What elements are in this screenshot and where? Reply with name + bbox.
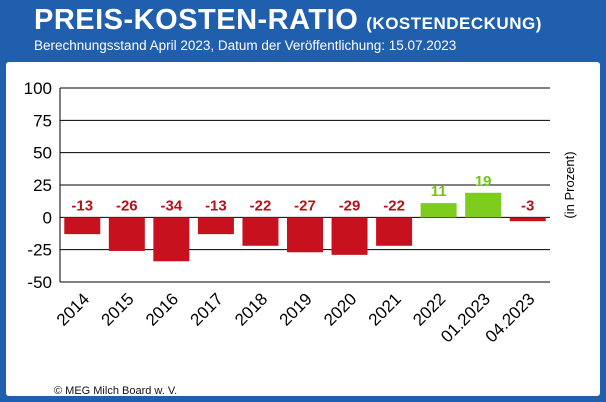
- y-tick-label: 50: [33, 144, 52, 163]
- data-label: -13: [71, 197, 93, 214]
- chart-subtitle: Berechnungsstand April 2023, Datum der V…: [34, 38, 457, 53]
- x-tick-label: 2022: [409, 289, 449, 329]
- chart-panel: -50 -25 0 25 50 75 100 -13 2014 -26 2015 -34 2016 -13…: [6, 62, 600, 396]
- x-tick-label: 2017: [187, 289, 227, 329]
- bar: [153, 217, 190, 262]
- x-tick-label: 2018: [231, 289, 271, 329]
- chart-title-suffix: (KOSTENDECKUNG): [366, 14, 542, 33]
- title-row: PREIS-KOSTEN-RATIO (KOSTENDECKUNG): [34, 4, 542, 37]
- bar: [376, 217, 413, 246]
- x-tick-label: 2021: [365, 289, 405, 329]
- bar: [197, 217, 234, 235]
- data-label: -3: [521, 197, 534, 214]
- y-axis-title: (in Prozent): [562, 151, 577, 218]
- bar: [287, 217, 323, 253]
- bar: [420, 203, 457, 218]
- data-label: -26: [116, 197, 138, 214]
- data-label: 19: [475, 173, 492, 190]
- data-label: -22: [250, 197, 272, 214]
- data-label: 11: [431, 183, 447, 200]
- bar: [108, 217, 145, 251]
- y-tick-label: 75: [33, 111, 52, 130]
- bar: [64, 217, 101, 235]
- bar: [331, 217, 368, 255]
- bar-chart: -50 -25 0 25 50 75 100 -13 2014 -26 2015 -34 2016 -13…: [24, 79, 577, 346]
- bar: [465, 192, 502, 218]
- y-tick-label: -50: [27, 273, 52, 292]
- x-tick-label: 2019: [276, 289, 316, 329]
- data-label: -34: [161, 197, 183, 214]
- data-label: -29: [339, 197, 361, 214]
- bar: [509, 217, 546, 222]
- x-tick-label: 2020: [320, 289, 360, 329]
- y-tick-label: 0: [43, 208, 52, 227]
- data-label: -27: [294, 197, 316, 214]
- chart-title: PREIS-KOSTEN-RATIO: [34, 4, 359, 36]
- x-tick-label: 2015: [97, 289, 137, 329]
- header: PREIS-KOSTEN-RATIO (KOSTENDECKUNG) Berech…: [0, 0, 606, 62]
- y-tick-label: -25: [27, 241, 52, 260]
- y-tick-label: 25: [33, 176, 52, 195]
- data-label: -22: [383, 197, 405, 214]
- y-tick-label: 100: [24, 79, 52, 98]
- x-tick-label: 2016: [142, 289, 182, 329]
- x-tick-label: 2014: [53, 289, 93, 329]
- bar: [242, 217, 279, 246]
- data-label: -13: [205, 197, 227, 214]
- x-tick-label: 04.2023: [482, 289, 539, 346]
- source-credit: © MEG Milch Board w. V.: [54, 385, 178, 397]
